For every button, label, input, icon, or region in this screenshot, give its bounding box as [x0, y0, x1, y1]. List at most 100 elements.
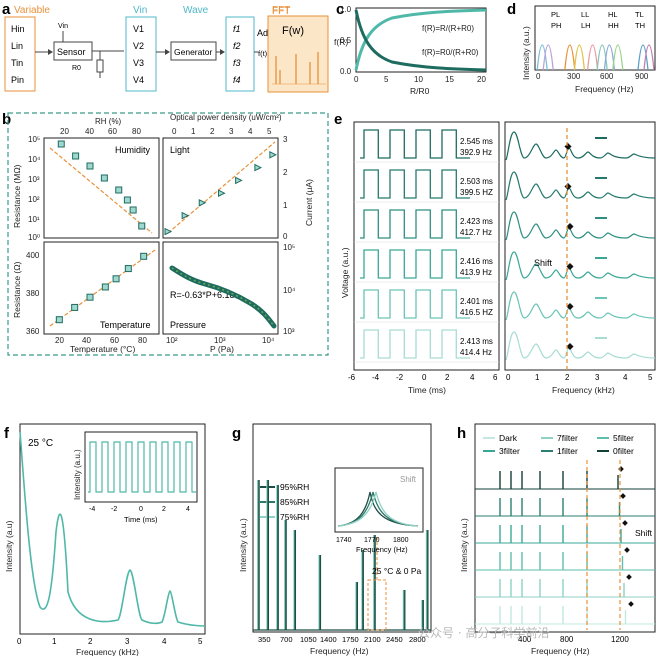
- a-var-t: Tin: [11, 58, 23, 68]
- d-plot-frame: [534, 5, 656, 71]
- h-row: [475, 466, 655, 490]
- svg-text:0: 0: [283, 232, 288, 241]
- e-period: 2.416 ms: [460, 257, 493, 266]
- panel-label-e: e: [334, 111, 342, 128]
- b-temperature-point: [55, 316, 63, 324]
- b-humidity-frame: [43, 137, 160, 239]
- svg-text:5: 5: [384, 75, 389, 84]
- e-peak-marker: [566, 302, 574, 311]
- h-spectrum-rows: [475, 466, 655, 625]
- svg-text:Optical power density (uW/cm²): Optical power density (uW/cm²): [170, 113, 282, 122]
- svg-text:1800: 1800: [393, 537, 409, 544]
- svg-text:V4: V4: [133, 75, 144, 85]
- e-row: 2.423 ms 412.7 Hz: [354, 209, 656, 243]
- svg-text:2: 2: [162, 506, 166, 513]
- b-humidity-point: [138, 222, 146, 230]
- e-frequency: 413.9 Hz: [460, 268, 492, 277]
- svg-text:380: 380: [26, 289, 40, 298]
- svg-text:80: 80: [138, 336, 147, 345]
- svg-text:0.0: 0.0: [340, 67, 352, 76]
- b-temperature-point: [124, 265, 132, 273]
- panel-label-d: d: [507, 1, 516, 18]
- svg-text:Vin: Vin: [58, 23, 68, 30]
- svg-text:10²: 10²: [28, 195, 40, 204]
- e-square-wave: [360, 209, 470, 239]
- h-peak-marker: [622, 520, 628, 526]
- g-inset-peak-95: [337, 491, 419, 527]
- svg-text:Frequency (kHz): Frequency (kHz): [76, 647, 139, 656]
- svg-text:3: 3: [229, 127, 234, 136]
- h-peak-marker: [628, 601, 634, 607]
- panel-label-a: a: [2, 1, 11, 18]
- e-time-frame: [353, 121, 500, 371]
- svg-text:Intensity (a.u): Intensity (a.u): [4, 520, 14, 572]
- a-resistor: [96, 59, 104, 73]
- d-peak: [586, 44, 599, 71]
- panel-h: h Intensity (a.u.) Dark 7filter 5filter …: [457, 423, 656, 656]
- a-title-wave: Wave: [183, 5, 209, 16]
- b-light-point: [164, 227, 173, 236]
- g-inset-peak-75: [337, 491, 419, 527]
- svg-text:10⁴: 10⁴: [28, 155, 41, 164]
- svg-text:1400: 1400: [320, 635, 337, 644]
- svg-text:4: 4: [186, 506, 190, 513]
- e-spectrum: [505, 291, 656, 321]
- f-inset-frame: [84, 431, 198, 503]
- d-peak: [564, 44, 576, 71]
- a-variable-box: [4, 16, 36, 92]
- h-row: [475, 601, 655, 625]
- e-square-wave: [360, 249, 470, 279]
- svg-text:V2: V2: [133, 41, 144, 51]
- svg-text:10⁴: 10⁴: [283, 286, 296, 295]
- svg-text:Intensity (a.u.): Intensity (a.u.): [238, 518, 248, 572]
- e-period: 2.423 ms: [460, 217, 493, 226]
- svg-text:TH: TH: [635, 21, 645, 30]
- svg-text:400: 400: [518, 635, 532, 644]
- d-peak: [536, 44, 548, 71]
- b-light-frame: [162, 137, 279, 239]
- e-square-wave: [360, 329, 470, 359]
- b-temperature-point: [101, 283, 109, 291]
- svg-text:LL: LL: [581, 10, 589, 19]
- svg-text:10⁰: 10⁰: [28, 233, 40, 242]
- svg-text:2: 2: [565, 373, 570, 382]
- e-row: 2.413 ms 414.4 Hz: [354, 329, 656, 363]
- h-row: [475, 574, 655, 598]
- h-peak-marker: [626, 574, 632, 580]
- c-plot-frame: [355, 7, 487, 73]
- e-spectrum: [505, 251, 656, 281]
- h-peak-marker: [624, 547, 630, 553]
- svg-text:Frequency (Hz): Frequency (Hz): [310, 646, 369, 656]
- svg-text:R0: R0: [72, 65, 81, 72]
- svg-text:0.5: 0.5: [340, 36, 352, 45]
- b-pressure-equation: R=-0.63*P+6.18: [170, 290, 235, 300]
- svg-text:600: 600: [600, 72, 614, 81]
- e-peak-marker: [566, 222, 574, 231]
- b-light-point: [235, 176, 243, 185]
- svg-text:360: 360: [26, 327, 40, 336]
- b-humidity-point: [57, 140, 65, 148]
- e-peak-marker: [564, 142, 572, 151]
- a-generator-box: [170, 41, 217, 61]
- h-plot-frame: [474, 423, 656, 633]
- svg-text:Frequency (kHz): Frequency (kHz): [552, 385, 615, 395]
- e-row: 2.401 ms 416.5 HZ: [354, 289, 656, 323]
- svg-text:R/R0: R/R0: [410, 86, 430, 96]
- b-humidity-point: [100, 174, 108, 182]
- c-curve-falling: [354, 9, 487, 72]
- g-plot-frame: [252, 423, 432, 633]
- d-peak: [596, 44, 608, 71]
- e-peak-marker: [564, 182, 572, 191]
- svg-text:1: 1: [52, 637, 57, 646]
- svg-text:95%RH: 95%RH: [280, 482, 309, 492]
- b-temperature-points: [55, 252, 148, 324]
- svg-text:5filter: 5filter: [613, 433, 634, 443]
- svg-text:Voltage (a.u.): Voltage (a.u.): [340, 247, 350, 298]
- svg-text:4: 4: [248, 127, 253, 136]
- svg-text:Temperature (°C): Temperature (°C): [70, 344, 135, 354]
- svg-text:0: 0: [139, 506, 143, 513]
- e-peak-marker: [566, 262, 574, 271]
- svg-text:40: 40: [85, 127, 94, 136]
- svg-text:f2: f2: [233, 41, 241, 51]
- svg-text:10¹: 10¹: [28, 215, 40, 224]
